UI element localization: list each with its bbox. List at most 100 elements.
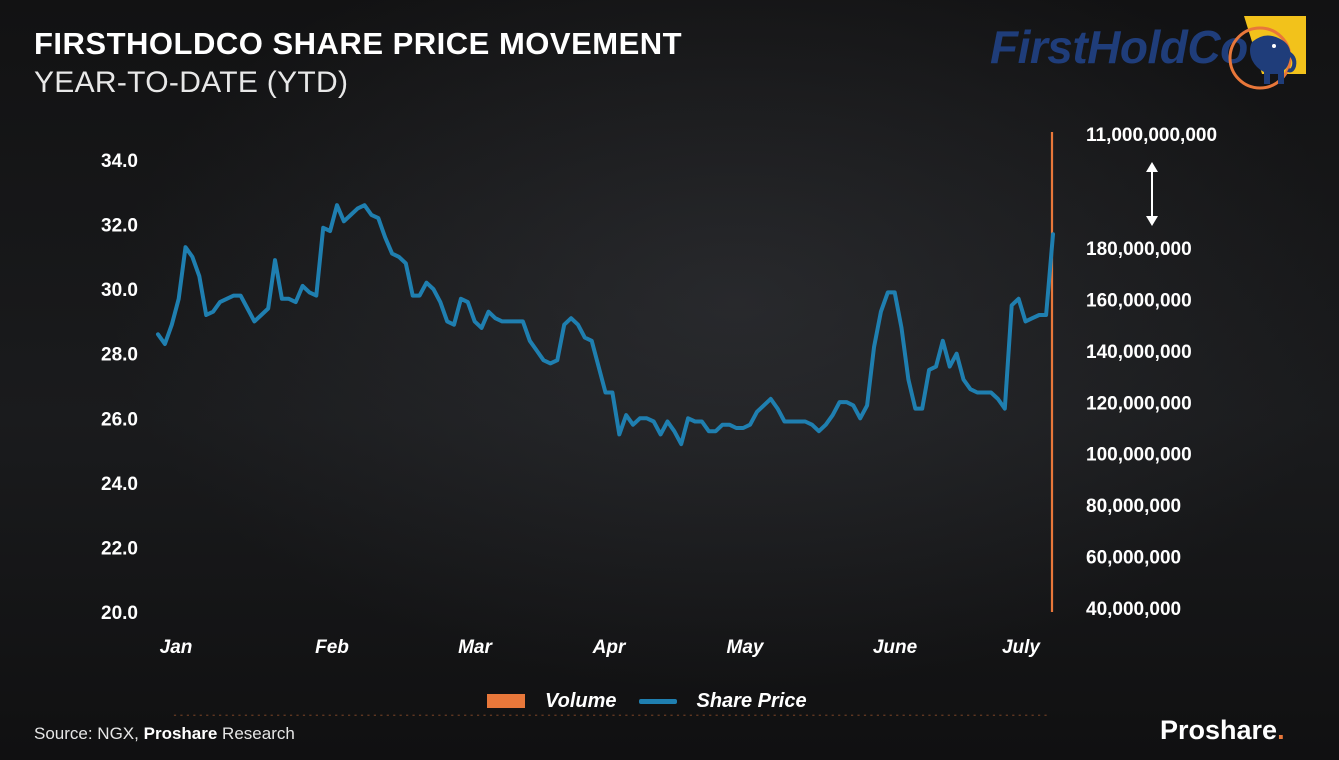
volume-bar — [863, 714, 867, 716]
volume-bar — [328, 714, 331, 716]
volume-bar — [535, 714, 538, 716]
volume-bar — [728, 714, 731, 716]
right-tick-label: 60,000,000 — [1086, 548, 1181, 569]
volume-bar — [457, 714, 460, 716]
volume-bar — [986, 714, 989, 716]
volume-bar — [173, 714, 177, 716]
month-label: Feb — [315, 637, 349, 658]
volume-bar — [805, 714, 809, 716]
legend-item-volume: Volume — [487, 690, 617, 713]
volume-bar — [767, 714, 770, 716]
month-label: Apr — [592, 637, 627, 658]
right-tick-label: 140,000,000 — [1086, 342, 1192, 363]
volume-bar — [231, 714, 235, 716]
volume-bar — [238, 714, 241, 716]
volume-bar — [193, 714, 196, 716]
volume-bar — [625, 714, 628, 716]
volume-bar — [883, 714, 886, 716]
month-label: Mar — [458, 637, 493, 658]
volume-bar — [941, 714, 944, 716]
volume-bar — [954, 714, 957, 716]
volume-bar — [309, 714, 312, 716]
chart-legend: Volume Share Price — [487, 688, 807, 714]
volume-bar — [921, 714, 925, 716]
legend-label-share-price: Share Price — [696, 689, 807, 712]
volume-bar — [522, 714, 525, 716]
volume-bar — [838, 714, 841, 716]
volume-bar — [967, 714, 970, 716]
volume-bar — [509, 714, 512, 716]
volume-bar — [341, 714, 344, 716]
volume-bar — [844, 714, 847, 716]
volume-bar — [1025, 714, 1028, 716]
volume-bar — [999, 714, 1002, 716]
volume-bar — [780, 714, 783, 716]
axis-break-arrow-icon — [1146, 162, 1158, 226]
volume-bar — [651, 714, 654, 716]
right-tick-label: 11,000,000,000 — [1086, 125, 1217, 146]
logo-text: FirstHoldCo — [990, 21, 1248, 73]
right-tick-label: 120,000,000 — [1086, 393, 1192, 414]
volume-bar — [857, 714, 860, 716]
volume-bar — [876, 714, 879, 716]
left-tick-label: 34.0 — [101, 151, 138, 172]
volume-bar — [348, 714, 351, 716]
volume-bar — [406, 714, 409, 716]
volume-bar — [393, 714, 396, 716]
volume-bar — [831, 714, 834, 716]
volume-bar — [580, 714, 583, 716]
proshare-logo: Proshare. — [1160, 715, 1285, 746]
volume-bar — [773, 714, 776, 716]
volume-bar — [399, 714, 402, 716]
volume-bar — [315, 714, 318, 716]
volume-bar — [760, 714, 763, 716]
volume-bar — [431, 714, 435, 716]
volume-bar — [618, 714, 622, 716]
brand-dot: . — [1277, 715, 1285, 745]
volume-bar — [870, 714, 873, 716]
volume-bar — [702, 714, 705, 716]
volume-bar — [451, 714, 454, 716]
volume-bar — [754, 714, 757, 716]
volume-bar — [612, 714, 615, 716]
volume-bar — [360, 714, 364, 716]
volume-bar — [593, 714, 596, 716]
volume-bar — [199, 714, 202, 716]
volume-bar — [960, 714, 963, 716]
right-tick-label: 40,000,000 — [1086, 599, 1181, 620]
volume-bar — [928, 714, 931, 716]
brand-text: Proshare — [1160, 715, 1278, 745]
volume-bar — [1012, 714, 1015, 716]
volume-bar — [180, 714, 183, 716]
volume-bar — [425, 714, 428, 716]
volume-bar — [547, 714, 551, 716]
volume-bar — [586, 714, 589, 716]
volume-bar — [676, 714, 680, 716]
volume-bar — [528, 714, 531, 716]
volume-bar — [644, 714, 647, 716]
volume-bar — [683, 714, 686, 716]
volume-bar — [251, 714, 254, 716]
volume-bar — [605, 714, 609, 716]
volume-bar — [599, 714, 602, 716]
share-price-line — [156, 203, 1055, 447]
legend-label-volume: Volume — [545, 689, 617, 712]
firstholdco-logo: FirstHoldCo — [988, 10, 1318, 96]
source-note: Source: NGX, Proshare Research — [34, 724, 295, 744]
volume-bar — [1018, 714, 1021, 716]
volume-bar — [1050, 132, 1054, 612]
volume-bar — [812, 714, 815, 716]
volume-bar — [302, 714, 306, 716]
volume-bar — [373, 714, 377, 716]
right-tick-label: 180,000,000 — [1086, 239, 1192, 260]
volume-bar — [818, 714, 821, 716]
month-label: June — [873, 637, 918, 658]
volume-bar — [496, 714, 499, 716]
volume-bar — [1031, 714, 1034, 716]
volume-bar — [979, 714, 983, 716]
volume-bar — [502, 714, 505, 716]
left-tick-label: 30.0 — [101, 280, 138, 301]
volume-bar — [554, 714, 557, 716]
volume-bar — [638, 714, 641, 716]
